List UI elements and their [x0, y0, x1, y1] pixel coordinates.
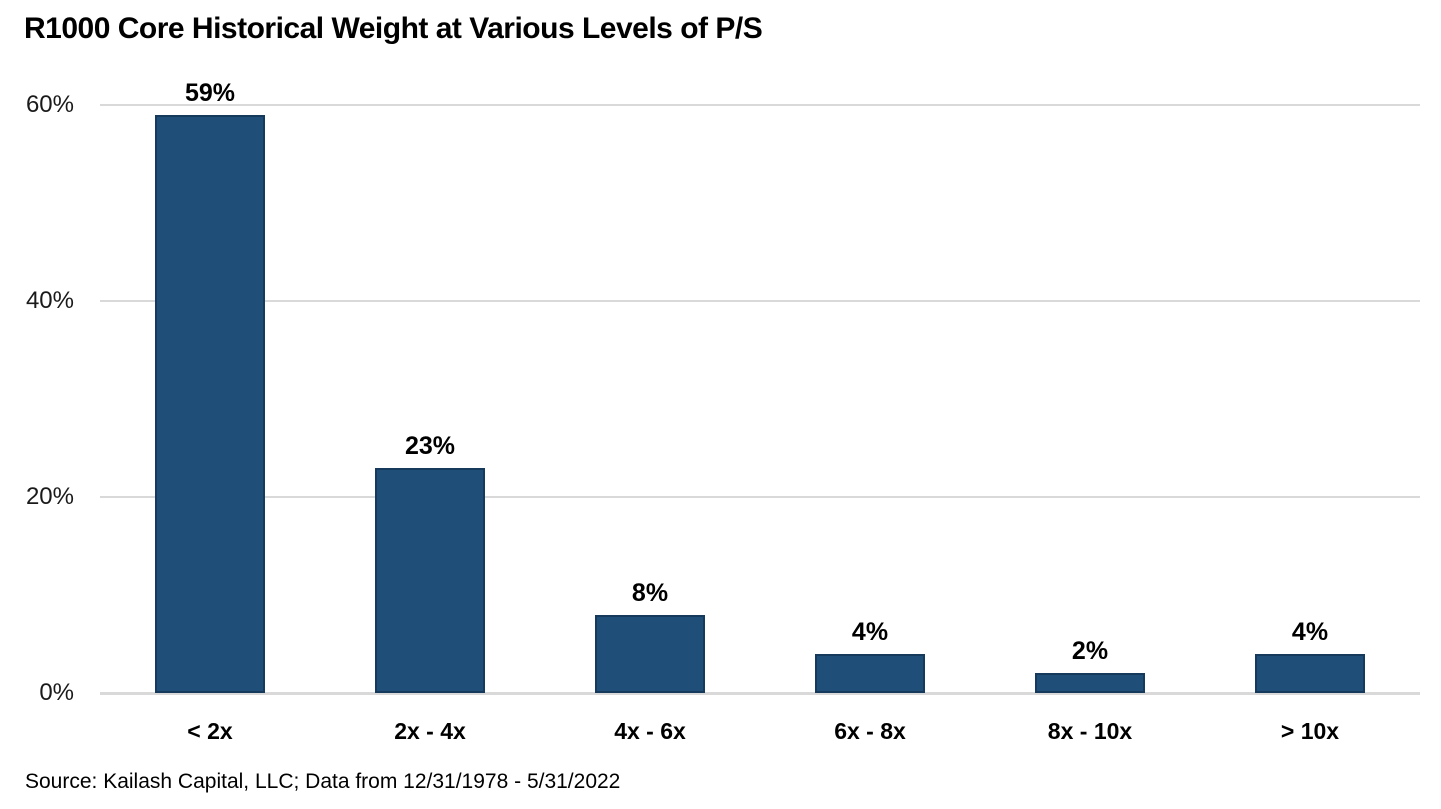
gridline: [100, 496, 1420, 498]
bar-value-label: 2%: [1071, 637, 1109, 666]
x-axis-category-label: > 10x: [1280, 718, 1340, 744]
bar-value-label: 59%: [184, 78, 236, 107]
x-axis-category-label: 8x - 10x: [1047, 718, 1133, 744]
x-axis-category-label: 6x - 8x: [834, 718, 906, 744]
bar-group-5: 2% 8x - 10x: [980, 105, 1200, 744]
bar: [815, 653, 925, 693]
bar: [375, 467, 485, 693]
y-axis-tick-label: 40%: [25, 287, 74, 315]
bar-value-label: 23%: [404, 431, 456, 460]
gridline: [100, 104, 1420, 106]
source-note: Source: Kailash Capital, LLC; Data from …: [25, 770, 621, 793]
bar-group-3: 8% 4x - 6x: [540, 105, 760, 744]
gridline: [100, 300, 1420, 302]
bar: [155, 114, 265, 693]
x-axis-category-label: 2x - 4x: [394, 718, 466, 744]
gridline: [100, 692, 1420, 695]
bar: [595, 614, 705, 693]
bar-group-1: 59% < 2x: [100, 80, 320, 744]
bar-group-4: 4% 6x - 8x: [760, 105, 980, 744]
bar: [1255, 653, 1365, 693]
bar-value-label: 8%: [631, 578, 669, 607]
x-axis-category-label: < 2x: [187, 718, 233, 744]
bar: [1035, 673, 1145, 693]
y-axis-tick-label: 20%: [25, 483, 74, 511]
y-axis-tick-label: 0%: [39, 679, 74, 706]
plot-area: 0% 20% 40% 60% 59% < 2x 23% 2x - 4x 8% 4x - 6x 4% 6…: [26, 80, 1420, 744]
bar-value-label: 4%: [851, 617, 889, 646]
y-axis-tick-label: 60%: [25, 91, 74, 118]
bar-value-label: 4%: [1291, 617, 1329, 646]
bar-group-2: 23% 2x - 4x: [320, 105, 540, 744]
x-axis-category-label: 4x - 6x: [614, 718, 686, 744]
bar-group-6: 4% > 10x: [1200, 105, 1420, 744]
chart-title: R1000 Core Historical Weight at Various …: [24, 12, 763, 45]
